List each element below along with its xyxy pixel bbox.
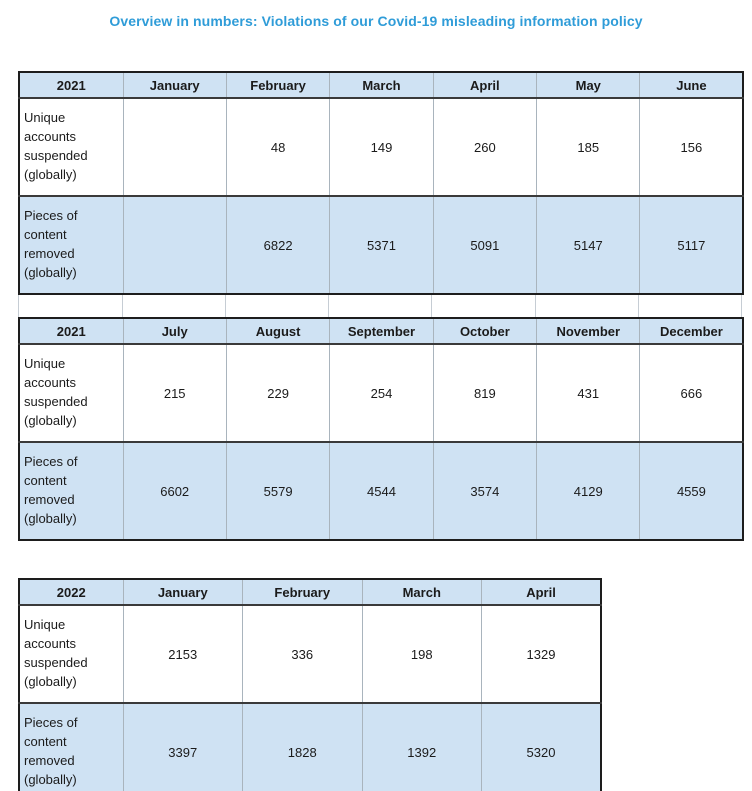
month-header: December [639, 318, 744, 345]
month-header: June [639, 72, 744, 99]
data-cell: 4544 [329, 442, 434, 540]
data-cell: 431 [536, 344, 641, 443]
data-cell: 229 [225, 344, 331, 443]
content-removed-row: Pieces of content removed (globally) 682… [18, 196, 744, 294]
month-header: November [536, 318, 641, 345]
violations-table-2022-jan-apr: 2022 January February March April Unique… [18, 578, 602, 791]
data-cell: 1392 [361, 703, 482, 791]
page-title: Overview in numbers: Violations of our C… [109, 13, 643, 29]
month-header: April [432, 72, 538, 99]
data-cell: 5579 [225, 442, 331, 540]
month-header: March [361, 579, 482, 606]
accounts-suspended-row: Unique accounts suspended (globally) 215… [18, 605, 602, 704]
month-header: July [122, 318, 227, 345]
month-header: January [122, 72, 227, 99]
data-cell: 5147 [536, 196, 641, 294]
data-cell [122, 196, 227, 294]
data-cell [122, 98, 227, 197]
data-cell: 149 [329, 98, 434, 197]
row-label: Unique accounts suspended (globally) [18, 344, 124, 443]
row-label: Unique accounts suspended (globally) [18, 605, 124, 704]
data-cell: 4559 [639, 442, 744, 540]
data-cell: 198 [361, 605, 482, 704]
year-header: 2022 [18, 579, 124, 606]
month-header: April [481, 579, 602, 606]
data-cell: 260 [432, 98, 538, 197]
data-cell: 3397 [122, 703, 243, 791]
year-header: 2021 [18, 318, 124, 345]
violations-table-2021-jan-jun: 2021 January February March April May Ju… [18, 71, 745, 295]
content-removed-row: Pieces of content removed (globally) 339… [18, 703, 602, 791]
content-removed-row: Pieces of content removed (globally) 660… [18, 442, 744, 540]
data-cell: 215 [122, 344, 227, 443]
month-header: August [225, 318, 331, 345]
row-label: Pieces of content removed (globally) [18, 703, 124, 791]
month-header: October [432, 318, 538, 345]
data-cell: 666 [639, 344, 744, 443]
empty-grid-row [18, 295, 743, 317]
month-header: May [536, 72, 641, 99]
data-cell: 819 [432, 344, 538, 443]
row-label: Pieces of content removed (globally) [18, 196, 124, 294]
data-cell: 5117 [639, 196, 744, 294]
data-cell: 336 [242, 605, 363, 704]
month-header: January [122, 579, 243, 606]
month-header: February [242, 579, 363, 606]
month-header: September [329, 318, 434, 345]
data-cell: 1828 [242, 703, 363, 791]
month-header: February [225, 72, 331, 99]
data-cell: 6822 [225, 196, 331, 294]
month-header: March [329, 72, 434, 99]
data-cell: 6602 [122, 442, 227, 540]
data-cell: 5091 [432, 196, 538, 294]
table-header-row: 2022 January February March April [18, 579, 602, 606]
accounts-suspended-row: Unique accounts suspended (globally) 48 … [18, 98, 744, 197]
violations-table-2021-jul-dec: 2021 July August September October Novem… [18, 317, 745, 541]
row-label: Pieces of content removed (globally) [18, 442, 124, 540]
data-cell: 185 [536, 98, 641, 197]
data-cell: 5320 [481, 703, 602, 791]
year-header: 2021 [18, 72, 124, 99]
data-cell: 2153 [122, 605, 243, 704]
data-cell: 48 [225, 98, 331, 197]
table-header-row: 2021 January February March April May Ju… [18, 72, 744, 99]
table-header-row: 2021 July August September October Novem… [18, 318, 744, 345]
accounts-suspended-row: Unique accounts suspended (globally) 215… [18, 344, 744, 443]
data-cell: 5371 [329, 196, 434, 294]
data-cell: 156 [639, 98, 744, 197]
row-label: Unique accounts suspended (globally) [18, 98, 124, 197]
data-cell: 254 [329, 344, 434, 443]
data-cell: 3574 [432, 442, 538, 540]
data-cell: 1329 [481, 605, 602, 704]
data-cell: 4129 [536, 442, 641, 540]
